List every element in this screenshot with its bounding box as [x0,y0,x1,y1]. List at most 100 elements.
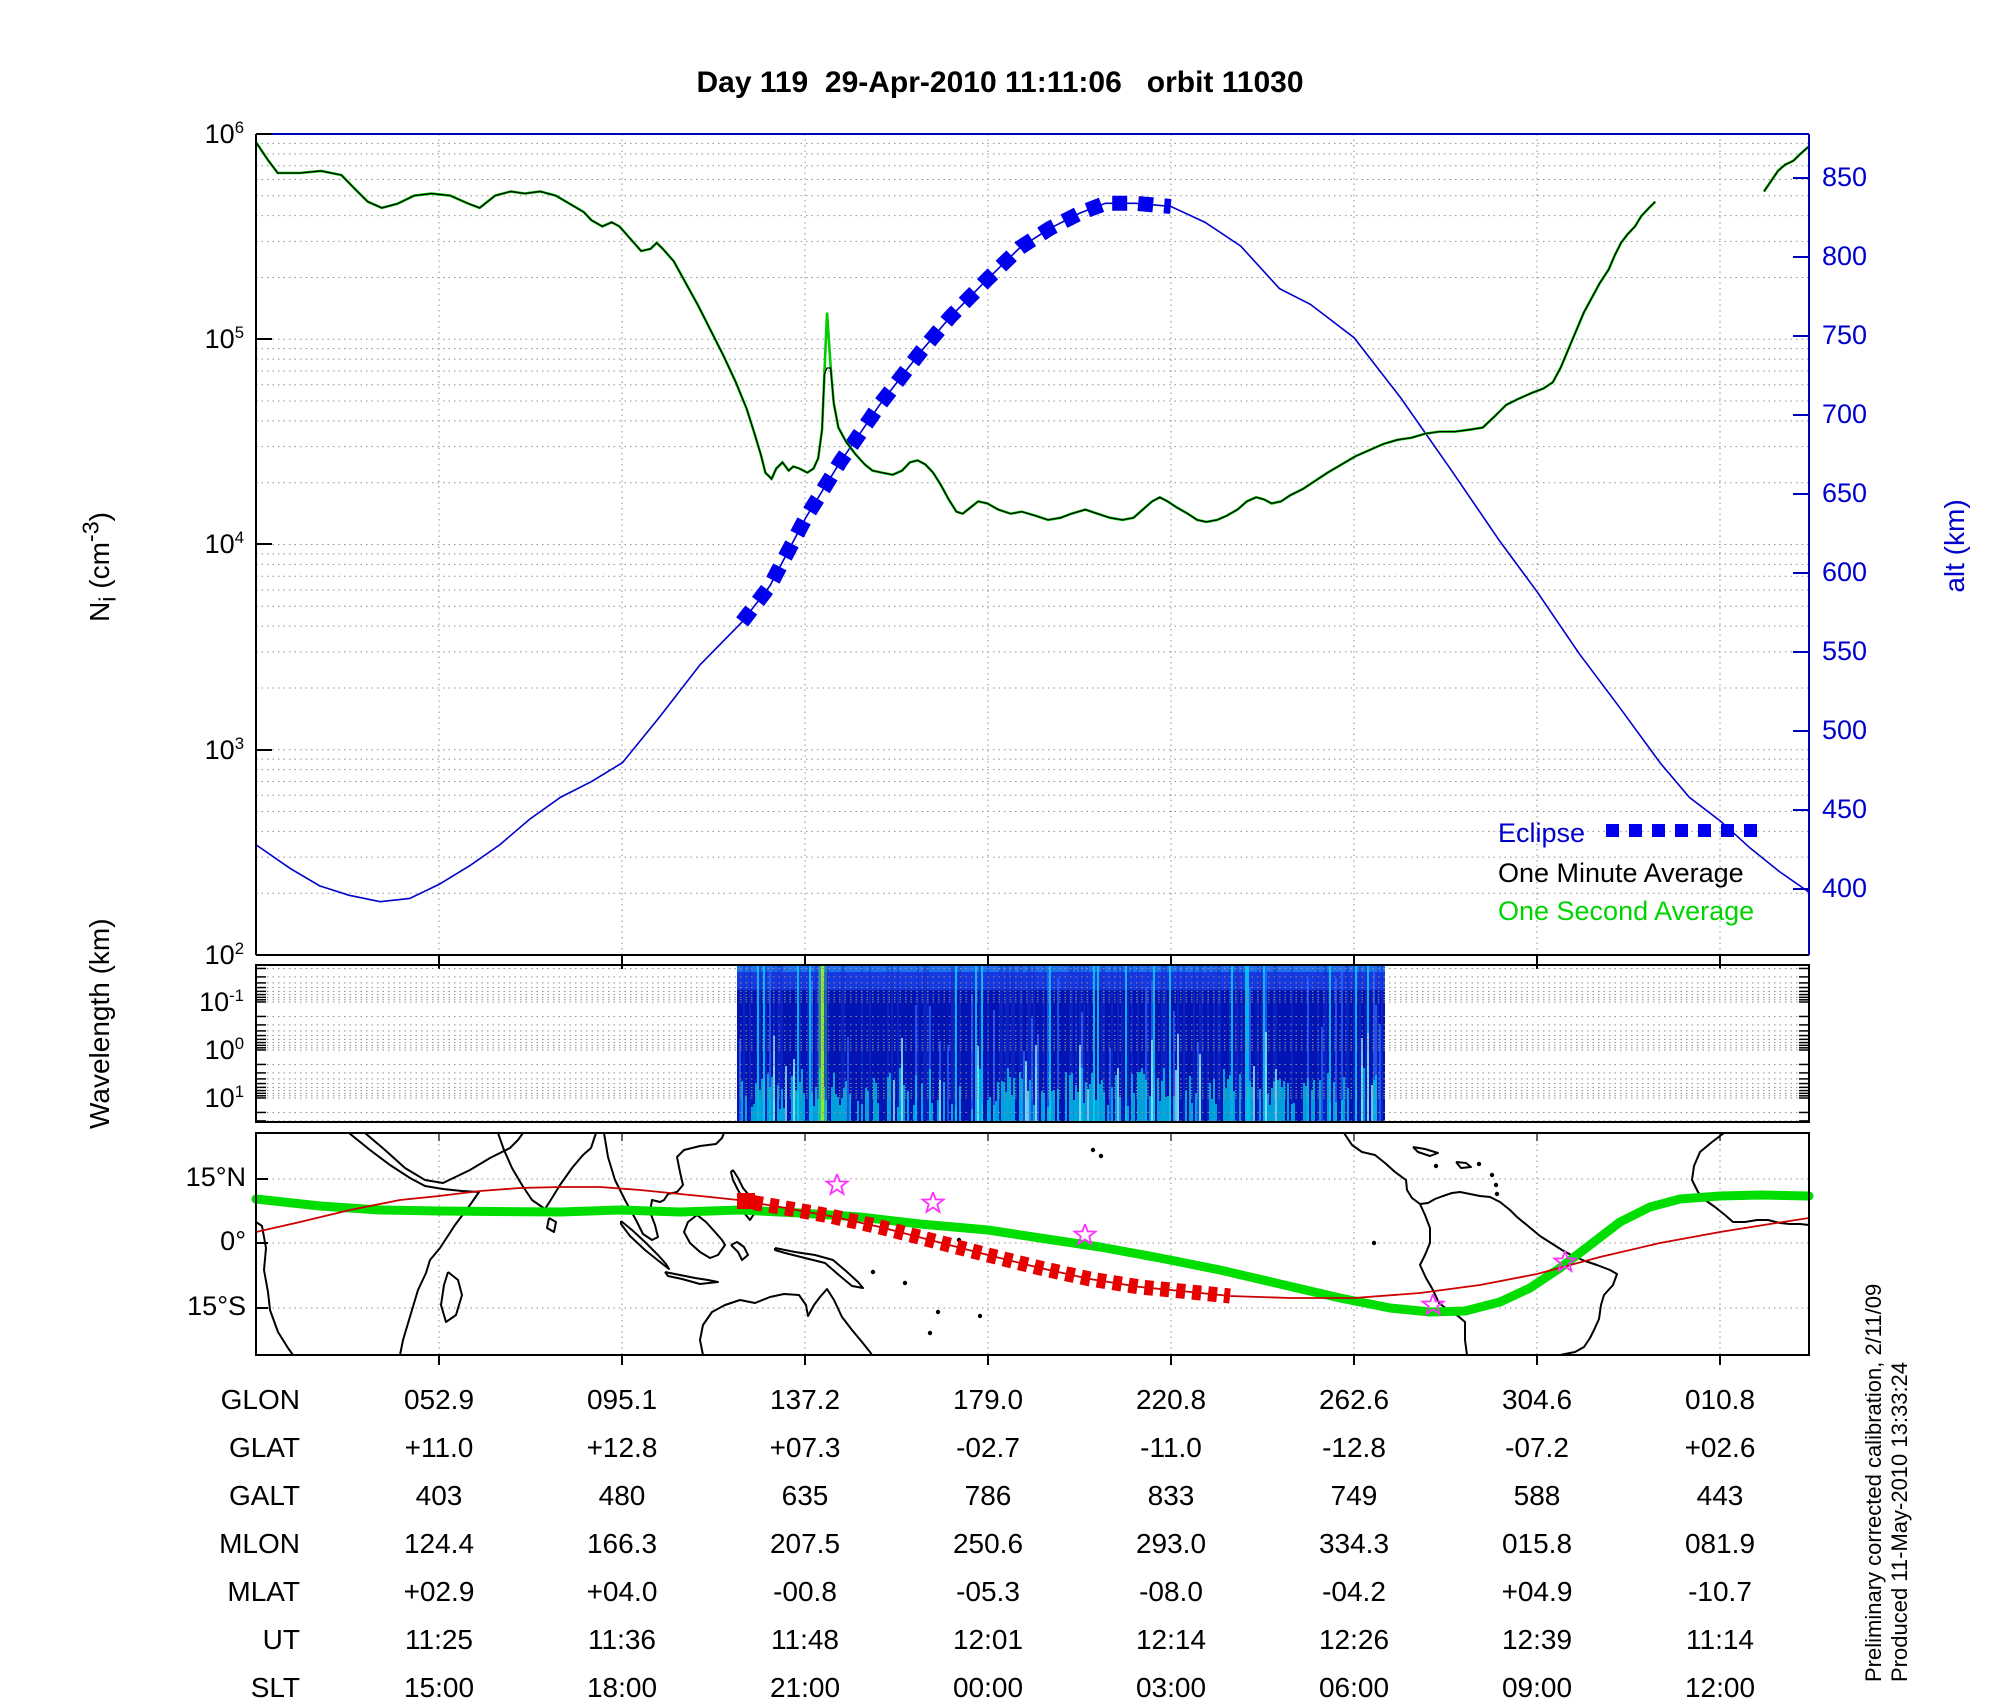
spectrogram-streak [845,1080,847,1121]
footer-calibration-note: Preliminary corrected calibration, 2/11/… [1861,1283,1886,1682]
spectrogram-streak [799,1082,801,1121]
tick-label: 101 [204,1082,244,1113]
spectrogram-streak [761,1078,763,1121]
spectrogram-streak [1169,966,1171,1121]
spectrogram-streak [891,966,893,1121]
spectrogram-streak [1077,1091,1079,1121]
spectrogram-streak [809,966,811,1121]
table-row-label: MLON [219,1528,300,1559]
spectrogram-streak [785,1066,787,1121]
spectrogram-streak [1213,966,1215,1121]
table-cell-galt-2: 480 [598,1480,646,1511]
spectrogram-streak [1323,966,1325,1121]
spectrogram-streak [837,1096,839,1121]
table-cell-mlon-1: 124.4 [403,1528,475,1559]
spectrogram-streak [1111,1087,1113,1121]
spectrogram-streak [1161,1081,1163,1121]
spectrogram-streak [1035,1044,1037,1121]
table-row-label: GLAT [228,1432,300,1463]
spectrogram-streak [749,966,751,1121]
spectrogram-streak [1307,977,1309,1121]
spectrogram-streak [1001,1081,1003,1121]
spectrogram-streak [1375,1005,1377,1121]
spectrogram-streak [897,1107,899,1121]
spectrogram-streak [981,966,983,1121]
spectrogram-streak [995,1101,997,1121]
spectrogram-streak [1021,966,1023,1121]
spectrogram-streak [1325,966,1327,1121]
spectrogram-streak [1117,966,1119,1121]
table-cell-ut-7: 12:39 [1501,1624,1573,1655]
spectrogram-streak [1379,1024,1381,1121]
spectrogram-streak [929,1006,931,1121]
spectrogram-streak [803,1093,805,1121]
spectrogram-streak [1165,1096,1167,1121]
spectrogram-streak [1027,1090,1029,1121]
spectrogram-streak [1007,1068,1009,1121]
spectrogram-streak [1127,1105,1129,1121]
spectrogram-streak [887,1076,889,1121]
spectrogram-streak [1283,1081,1285,1121]
spectrogram-streak [793,1059,795,1121]
spectrogram-streak [1037,1033,1039,1121]
spectrogram-streak [1153,1085,1155,1121]
spectrogram-streak [1167,1095,1169,1121]
spectrogram-streak [1127,966,1129,1121]
footer-produced-note: Produced 11-May-2010 13:33:24 [1887,1361,1912,1682]
spectrogram-streak [1305,1085,1307,1121]
spectrogram-streak [815,966,817,1121]
spectrogram-streak [1247,1087,1249,1121]
table-cell-glon-8: 010.8 [1684,1384,1756,1415]
spectrogram-streak [1065,1072,1067,1121]
spectrogram-streak [1359,966,1361,1121]
spectrogram-streak [1107,1105,1109,1121]
legend-eclipse-dash-sample [1606,824,1758,837]
spectrogram-streak [1013,966,1015,1121]
tick-label: 105 [204,323,244,354]
spectrogram-streak [1125,966,1127,1121]
table-cell-mlon-2: 166.3 [586,1528,658,1559]
spectrogram-streak [1009,1077,1011,1121]
spectrogram-streak [1111,966,1113,1121]
spectrogram-streak [1137,966,1139,1121]
spectrogram-streak [1051,1091,1053,1121]
spectrogram-streak [817,966,819,1121]
spectrogram-streak [939,1079,941,1121]
table-cell-ut-6: 12:26 [1318,1624,1390,1655]
spectrogram-streak [1341,967,1343,1121]
spectrogram-streak [1229,966,1231,1121]
spectrogram-streak [843,1087,845,1121]
table-cell-slt-5: 03:00 [1135,1672,1207,1700]
table-cell-mlat-6: -04.2 [1322,1576,1386,1607]
table-cell-glon-7: 304.6 [1501,1384,1573,1415]
table-cell-slt-8: 12:00 [1684,1672,1756,1700]
spectrogram-streak [997,1082,999,1121]
spectrogram-streak [769,1086,771,1121]
spectrogram-streak [801,1068,803,1121]
spectrogram-streak [1087,1089,1089,1121]
tick-label: 102 [204,939,244,970]
alt-tick-label: 750 [1822,320,1868,350]
spectrogram-streak [861,966,863,1121]
spectrogram-streak [915,1005,917,1121]
spectrogram-streak [1087,966,1089,1121]
spectrogram-streak [979,966,981,1121]
spectrogram-streak [1355,966,1357,1121]
spectrogram-streak [1069,966,1071,1121]
spectrogram-streak [1019,966,1021,1121]
table-cell-glat-2: +12.8 [586,1432,658,1463]
spectrogram-streak [841,1097,843,1121]
spectrogram-streak [1193,966,1195,1121]
spectrogram-streak [1215,1104,1217,1121]
alt-tick-label: 400 [1822,873,1868,903]
table-cell-mlon-5: 293.0 [1135,1528,1207,1559]
legend-eclipse-label: Eclipse [1498,818,1586,848]
spectrogram-streak [1341,1100,1343,1121]
spectrogram-streak [759,1089,761,1121]
spectrogram-streak [917,966,919,1121]
spectrogram-streak [1207,966,1209,1121]
spectrogram-streak [1183,966,1185,1121]
spectrogram-streak [1091,1073,1093,1121]
spectrogram-streak [1321,1026,1323,1121]
spectrogram-streak [1245,966,1247,1121]
